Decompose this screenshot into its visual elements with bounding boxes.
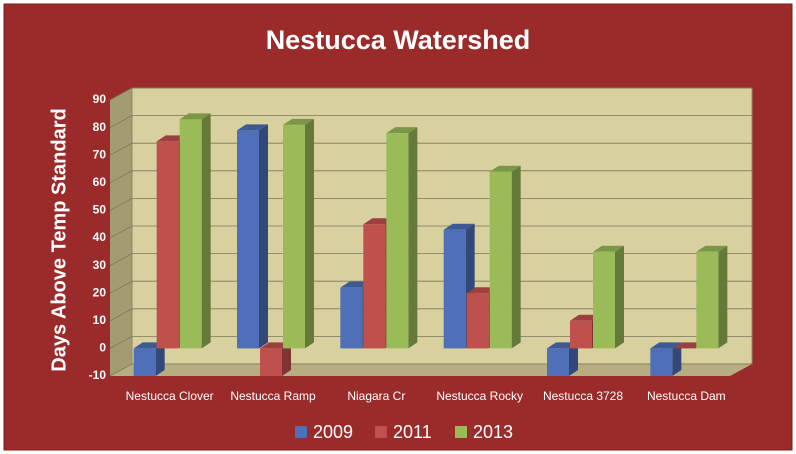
bar (570, 320, 592, 349)
bar-side (155, 342, 165, 376)
bar-top (237, 124, 268, 131)
bar (179, 119, 202, 349)
bar-side (718, 245, 728, 349)
bar-top (489, 165, 521, 172)
legend-swatch (455, 426, 467, 438)
bar-side (259, 124, 268, 349)
grid-line (109, 87, 752, 101)
y-tick-label: 60 (93, 175, 107, 189)
legend-label: 2011 (393, 422, 432, 442)
bar (386, 133, 409, 349)
bar-side (672, 342, 682, 376)
bar (696, 251, 719, 349)
grid-line (109, 253, 752, 266)
legend-label: 2009 (313, 422, 353, 442)
bar-top (696, 245, 728, 252)
grid-line (109, 197, 752, 211)
y-tick-label: 90 (93, 92, 107, 106)
y-tick-label: 30 (93, 258, 107, 272)
y-tick-label: 50 (93, 203, 107, 217)
bar-top (283, 118, 314, 125)
y-tick-label: 70 (93, 147, 107, 161)
bar (547, 348, 569, 376)
bar-top (443, 223, 475, 230)
grid-line (109, 170, 752, 184)
bar-top (593, 245, 624, 252)
grid-line (109, 142, 752, 156)
bar (156, 141, 179, 349)
bar-side (282, 342, 291, 376)
x-tick-label: Niagara Cr (347, 389, 405, 403)
y-tick-label: 40 (93, 230, 107, 244)
x-tick-label: Nestucca Rocky (436, 389, 523, 403)
grid-line (109, 280, 752, 294)
y-tick-label: 10 (93, 313, 107, 327)
bar-side (408, 127, 418, 349)
bar (593, 251, 615, 349)
y-tick-label: 0 (99, 341, 106, 355)
x-tick-label: Nestucca Clover (126, 389, 214, 403)
legend-swatch (295, 426, 307, 438)
bar-side (615, 245, 624, 349)
grid-line (109, 335, 752, 349)
grid-line (109, 115, 752, 128)
bar-top (386, 127, 418, 134)
x-tick-label: Nestucca 3728 (543, 389, 623, 403)
grid-line (109, 225, 752, 239)
bar (283, 124, 305, 349)
bar (363, 224, 386, 349)
y-tick-label: 20 (93, 285, 107, 299)
legend-label: 2013 (473, 422, 513, 442)
y-tick-label: -10 (89, 368, 107, 382)
bar (443, 229, 466, 349)
y-axis-label: Days Above Temp Standard (48, 108, 70, 371)
bar (466, 293, 489, 349)
bar (650, 348, 673, 376)
grid-line (109, 308, 752, 322)
y-tick-label: 80 (93, 120, 107, 134)
bar-side (569, 342, 578, 376)
bar-top (179, 113, 211, 120)
chart-title: Nestucca Watershed (266, 25, 531, 55)
bar (237, 130, 259, 349)
bar-side (305, 118, 314, 349)
x-tick-label: Nestucca Ramp (230, 389, 316, 403)
legend-swatch (375, 426, 387, 438)
bar-side (511, 165, 521, 349)
bar-side (201, 113, 211, 349)
bar (133, 348, 156, 376)
bar (340, 287, 363, 349)
bar-top (650, 342, 682, 349)
x-tick-label: Nestucca Dam (647, 389, 726, 403)
bar (260, 348, 282, 376)
grid-line (109, 363, 752, 377)
bar (489, 171, 512, 349)
